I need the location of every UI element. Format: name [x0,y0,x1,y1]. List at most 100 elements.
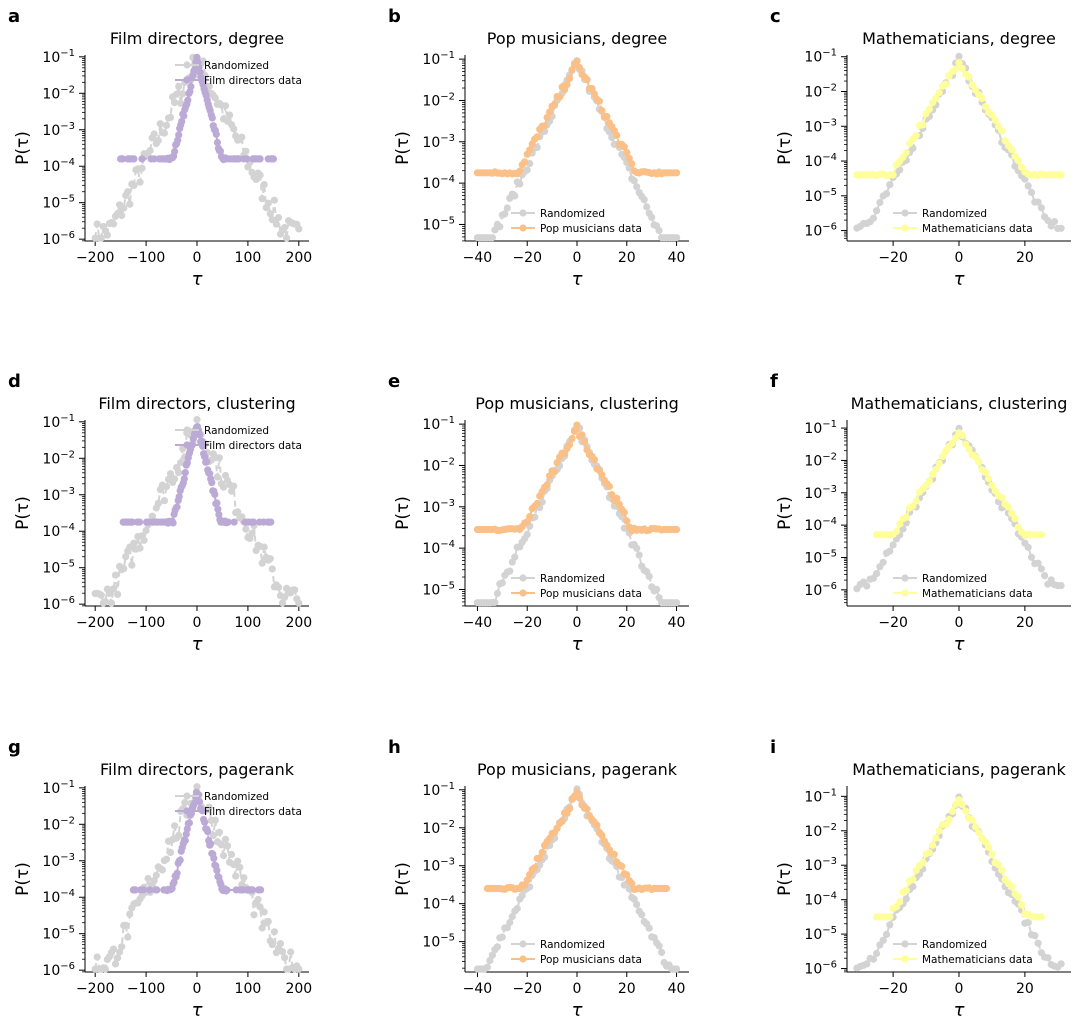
y-tick-label: 10−2 [422,91,455,109]
data-series-point [516,167,524,175]
data-series-point [919,859,927,867]
data-series-point [138,155,146,163]
data-series-point [610,850,618,858]
y-tick-exponent: −1 [60,48,75,59]
randomized-point [640,196,648,204]
randomized-point [272,220,280,228]
data-series-point [625,154,633,162]
data-series-point [590,456,599,464]
randomized-point [140,536,148,544]
data-series-point [965,73,973,81]
y-tick-exponent: −4 [822,891,837,902]
y-tick-base: 10 [804,550,822,566]
chart-title: Mathematicians, degree [862,29,1056,48]
data-series-point [175,493,183,501]
y-tick-label: 10−4 [422,539,455,557]
data-series-point [948,439,957,447]
randomized-point [1044,216,1052,225]
randomized-point [148,512,156,520]
randomized-point [643,203,651,211]
y-tick-exponent: −4 [440,539,455,550]
plot-area [91,53,303,242]
randomized-point [1057,224,1065,232]
randomized-point [501,210,509,218]
y-tick-label: 10−2 [804,822,837,840]
y-tick-base: 10 [422,783,440,799]
legend-label: Randomized [540,573,605,585]
data-series-point [521,158,529,166]
randomized-point [1041,572,1049,580]
randomized-point [221,835,230,843]
data-series-point [139,886,148,894]
data-series-point [211,490,219,498]
randomized-point [175,82,183,90]
y-tick-base: 10 [804,119,822,135]
y-tick-exponent: −1 [440,781,455,792]
y-tick-label: 10−2 [422,819,455,837]
randomized-point [93,220,101,228]
y-tick-exponent: −5 [822,548,837,559]
plot-area [91,783,303,973]
data-series-point [620,508,628,516]
y-tick-base: 10 [422,93,440,109]
data-series-point [208,114,216,122]
y-axis-label: P(τ) [775,131,795,165]
data-series-point [902,149,910,157]
randomized-point [242,147,250,155]
data-series-point [975,458,983,466]
randomized-point [97,591,105,599]
randomized-point [240,874,248,882]
data-series-point [526,513,534,521]
data-series-point [620,143,628,151]
y-tick-label: 10−6 [42,230,75,248]
data-series-point [998,494,1006,502]
y-tick-base: 10 [422,582,440,598]
data-series-point [556,93,564,101]
data-series-point [603,113,611,121]
data-series-point [568,435,576,443]
y-tick-exponent: −5 [440,215,455,226]
randomized-point [217,841,225,849]
y-tick-base: 10 [422,417,440,433]
panel-letter: i [770,737,776,758]
x-axis-label: τ [192,634,203,655]
y-tick-label: 10−1 [804,419,837,437]
randomized-point [114,590,122,599]
legend-label: Randomized [204,425,269,437]
y-tick-label: 10−5 [42,194,75,212]
panel-letter: h [388,737,401,758]
randomized-point [638,911,646,919]
data-series-point [201,818,209,826]
randomized-point [274,583,283,591]
data-series-point [207,840,215,848]
randomized-point [97,234,105,242]
y-tick-base: 10 [804,893,822,909]
chart-title: Mathematicians, pagerank [852,760,1066,779]
x-tick-label: 0 [573,981,582,997]
y-tick-exponent: −3 [440,498,455,509]
y-tick-exponent: −6 [60,595,75,606]
x-tick-label: 100 [235,615,262,631]
legend-marker [183,426,191,434]
legend: Randomized Pop musicians data [511,573,642,600]
data-series-point [962,807,970,815]
y-tick-base: 10 [42,159,60,175]
y-tick-base: 10 [42,561,60,577]
data-series-point [243,155,251,163]
y-axis-label: P(τ) [775,496,795,530]
randomized-point [171,475,179,483]
randomized-point [166,470,175,478]
chart-title: Film directors, clustering [98,394,295,413]
randomized-point [268,565,276,573]
randomized-point [166,113,175,121]
y-tick-exponent: −3 [440,857,455,868]
randomized-point [876,198,884,207]
data-series-point [978,94,986,103]
legend-label: Randomized [922,208,987,220]
data-series-point [521,881,529,890]
randomized-point [498,933,506,941]
randomized-point [1034,198,1042,206]
randomized-point [673,599,681,607]
